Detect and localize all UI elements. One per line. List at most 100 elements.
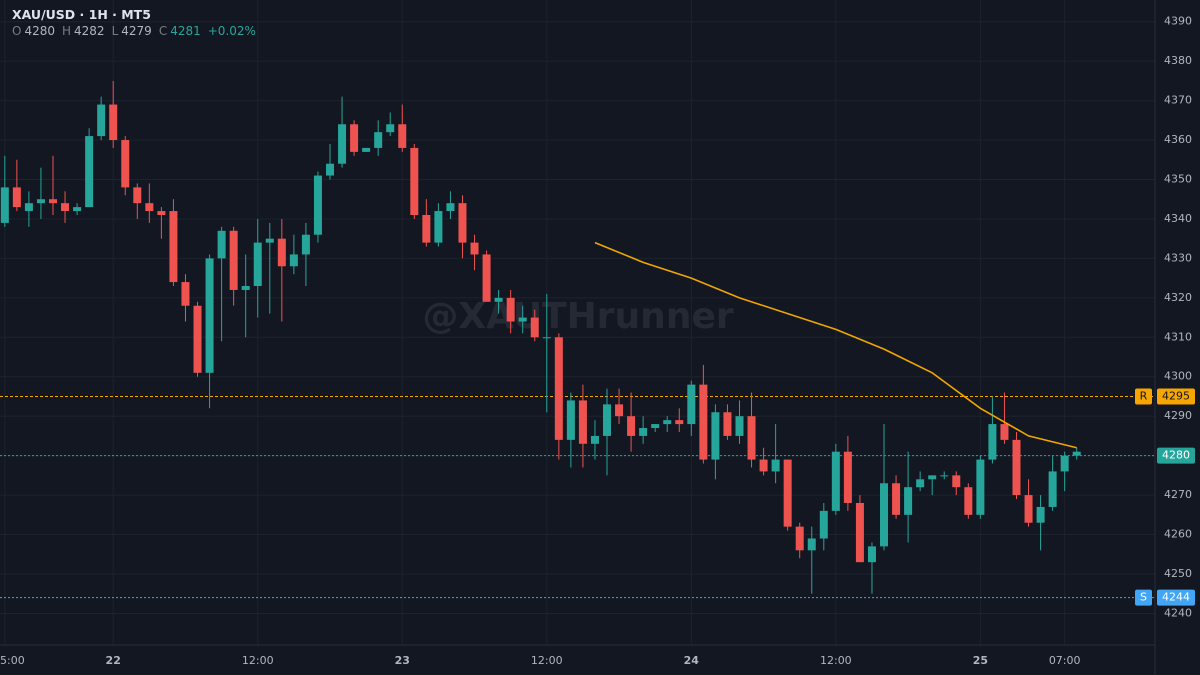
candle-body bbox=[615, 404, 624, 417]
candle-body bbox=[458, 203, 467, 243]
x-tick-label: 07:00 bbox=[1049, 654, 1081, 667]
y-tick-label: 4390 bbox=[1164, 15, 1192, 28]
ohlc-row: O 4280 H 4282 L 4279 C 4281 +0.02% bbox=[12, 23, 256, 40]
y-tick-label: 4270 bbox=[1164, 488, 1192, 501]
candle-body bbox=[61, 203, 70, 212]
candle-body bbox=[771, 459, 780, 472]
candle-body bbox=[867, 546, 876, 563]
y-tick-label: 4350 bbox=[1164, 172, 1192, 185]
candle-body bbox=[952, 475, 961, 488]
candle-body bbox=[470, 242, 479, 255]
level-value: 4295 bbox=[1162, 389, 1190, 402]
candle-body bbox=[639, 428, 648, 436]
candle-body bbox=[1024, 495, 1033, 523]
price-value: 4280 bbox=[1162, 449, 1190, 462]
candle-body bbox=[326, 163, 334, 176]
candle-body bbox=[988, 424, 997, 460]
ohlc-key: O bbox=[12, 24, 22, 38]
candle-body bbox=[843, 451, 852, 503]
candle-body bbox=[73, 207, 82, 212]
candle-body bbox=[217, 230, 226, 259]
candle-body bbox=[940, 475, 949, 477]
candle-body bbox=[651, 424, 660, 429]
candle-body bbox=[831, 451, 840, 511]
candle-body bbox=[1000, 424, 1009, 440]
candle-body bbox=[783, 459, 792, 527]
candle-body bbox=[446, 203, 455, 212]
candle-body bbox=[434, 211, 443, 243]
price-box bbox=[1157, 447, 1195, 464]
candle-body bbox=[566, 400, 575, 440]
candle-body bbox=[506, 297, 515, 322]
change: +0.02% bbox=[207, 24, 256, 38]
candle-body bbox=[663, 420, 672, 425]
candle-body bbox=[590, 435, 599, 444]
candle-body bbox=[386, 124, 395, 133]
candle-body bbox=[265, 238, 274, 243]
candle-body bbox=[121, 140, 130, 188]
y-tick-label: 4300 bbox=[1164, 370, 1192, 383]
candle-body bbox=[518, 317, 527, 322]
candle-body bbox=[277, 238, 286, 267]
candle-body bbox=[759, 459, 768, 472]
ohlc-value: 4281 bbox=[170, 24, 201, 38]
candle-body bbox=[1060, 455, 1069, 472]
ohlc-value: 4279 bbox=[121, 24, 152, 38]
candle-body bbox=[1036, 506, 1045, 523]
y-tick-label: 4320 bbox=[1164, 291, 1192, 304]
y-tick-label: 4330 bbox=[1164, 251, 1192, 264]
candle-body bbox=[48, 199, 57, 204]
candle-body bbox=[687, 384, 696, 425]
y-tick-label: 4240 bbox=[1164, 606, 1192, 619]
x-tick-label: 12:00 bbox=[242, 654, 274, 667]
ohlc-key: C bbox=[158, 24, 168, 38]
candle-body bbox=[904, 487, 913, 515]
candle-body bbox=[109, 104, 118, 141]
candle-body bbox=[398, 124, 407, 148]
candle-body bbox=[711, 412, 720, 460]
moving-average bbox=[594, 241, 1077, 449]
candle-body bbox=[675, 420, 684, 425]
candle-body bbox=[880, 483, 889, 547]
x-tick-label: 25 bbox=[973, 654, 988, 667]
x-tick-label: 22 bbox=[106, 654, 121, 667]
ohlc-key: H bbox=[62, 24, 72, 38]
candle-body bbox=[181, 282, 190, 306]
candle-body bbox=[855, 502, 864, 563]
y-tick-label: 4340 bbox=[1164, 212, 1192, 225]
candle-body bbox=[795, 526, 804, 551]
candle-body bbox=[85, 136, 94, 208]
candle-body bbox=[976, 459, 985, 515]
candle-body bbox=[819, 510, 828, 539]
x-tick-label: 12:00 bbox=[531, 654, 563, 667]
candle-body bbox=[133, 187, 142, 204]
candle-body bbox=[145, 203, 154, 212]
level-value-box bbox=[1157, 388, 1195, 405]
candle-body bbox=[0, 187, 9, 223]
y-tick-label: 4380 bbox=[1164, 54, 1192, 67]
candle-body bbox=[253, 242, 262, 287]
level-tag-label: S bbox=[1140, 591, 1147, 604]
candle-body bbox=[603, 404, 612, 436]
level-value: 4244 bbox=[1162, 591, 1190, 604]
candle-body bbox=[578, 400, 587, 444]
x-tick-label: 12:00 bbox=[820, 654, 852, 667]
y-tick-label: 4370 bbox=[1164, 94, 1192, 107]
candle-body bbox=[374, 132, 383, 148]
candle-body bbox=[36, 199, 45, 204]
ohlc-value: 4280 bbox=[24, 24, 55, 38]
y-tick-label: 4260 bbox=[1164, 528, 1192, 541]
candle-body bbox=[362, 147, 371, 152]
level-tag-label: R bbox=[1140, 389, 1148, 402]
candle-body bbox=[241, 286, 250, 290]
candle-body bbox=[313, 175, 322, 235]
candle-body bbox=[410, 147, 419, 215]
candle-body bbox=[193, 305, 202, 373]
level-tag bbox=[1135, 589, 1152, 606]
x-tick-label: 5:00 bbox=[0, 654, 25, 667]
ohlc-value: 4282 bbox=[74, 24, 105, 38]
candle-body bbox=[530, 317, 539, 338]
candle-body bbox=[301, 234, 310, 255]
candle-body bbox=[169, 211, 178, 283]
